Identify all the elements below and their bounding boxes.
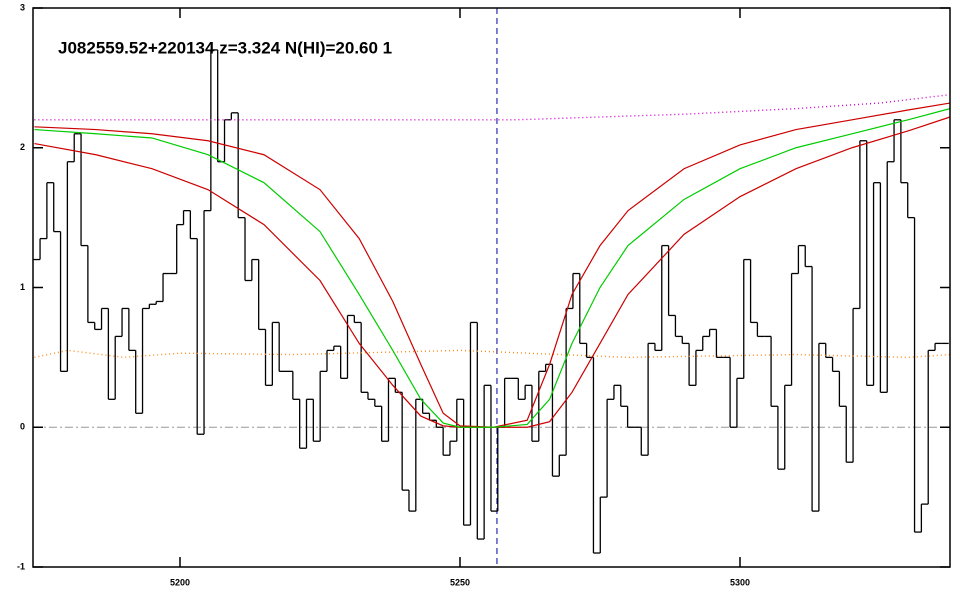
y-tick-label: 3 bbox=[20, 2, 25, 12]
y-tick-label: 1 bbox=[20, 282, 25, 292]
x-tick-label: 5200 bbox=[170, 577, 190, 587]
y-tick-label: 0 bbox=[20, 422, 25, 432]
model-curve bbox=[34, 108, 951, 428]
flux-connector bbox=[39, 49, 936, 554]
x-tick-label: 5250 bbox=[450, 577, 470, 587]
chart-title: J082559.52+220134 z=3.324 N(HI)=20.60 1 bbox=[58, 38, 392, 57]
x-tick-label: 5300 bbox=[730, 577, 750, 587]
y-tick-label: -1 bbox=[17, 561, 25, 571]
y-tick-label: 2 bbox=[20, 142, 25, 152]
plot-area bbox=[33, 8, 951, 567]
